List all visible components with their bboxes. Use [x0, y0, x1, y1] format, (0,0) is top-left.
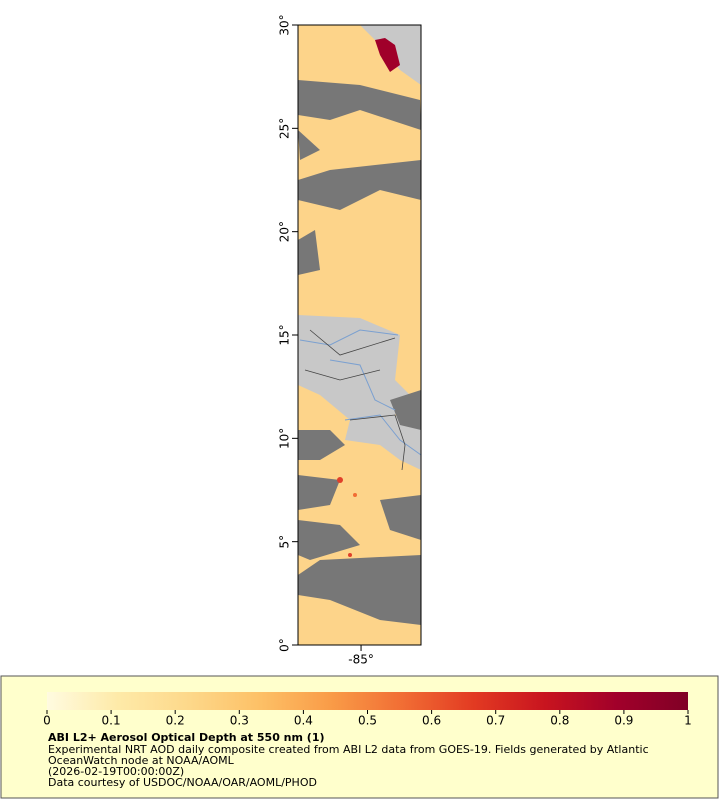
lat-tick-label: 0° — [278, 638, 292, 652]
colorbar-tick-label: 0.4 — [294, 714, 313, 728]
legend-credit: Data courtesy of USDOC/NOAA/OAR/AOML/PHO… — [48, 776, 317, 789]
colorbar-tick-label: 1 — [684, 714, 692, 728]
colorbar-tick-label: 0.9 — [614, 714, 633, 728]
map-image — [298, 25, 421, 645]
colorbar-tick-label: 0.2 — [166, 714, 185, 728]
lat-tick-label: 20° — [278, 221, 292, 242]
lat-tick-label: 5° — [278, 535, 292, 549]
colorbar-tick-label: 0.1 — [102, 714, 121, 728]
lat-tick-label: 25° — [278, 118, 292, 139]
legend-description: Experimental NRT AOD daily composite cre… — [48, 743, 649, 767]
colorbar-tick-label: 0.7 — [486, 714, 505, 728]
colorbar-tick-label: 0.8 — [550, 714, 569, 728]
colorbar-tick-label: 0 — [43, 714, 51, 728]
lon-tick-label: -85° — [348, 653, 374, 667]
colorbar-tick-label: 0.6 — [422, 714, 441, 728]
legend-timestamp: (2026-02-19T00:00:00Z) — [48, 765, 185, 778]
lat-tick-label: 15° — [278, 324, 292, 345]
colorbar — [47, 692, 688, 710]
lat-tick-label: 30° — [278, 14, 292, 35]
colorbar-tick-label: 0.3 — [230, 714, 249, 728]
colorbar-tick-label: 0.5 — [358, 714, 377, 728]
lat-tick-label: 10° — [278, 428, 292, 449]
legend-title: ABI L2+ Aerosol Optical Depth at 550 nm … — [48, 731, 325, 744]
